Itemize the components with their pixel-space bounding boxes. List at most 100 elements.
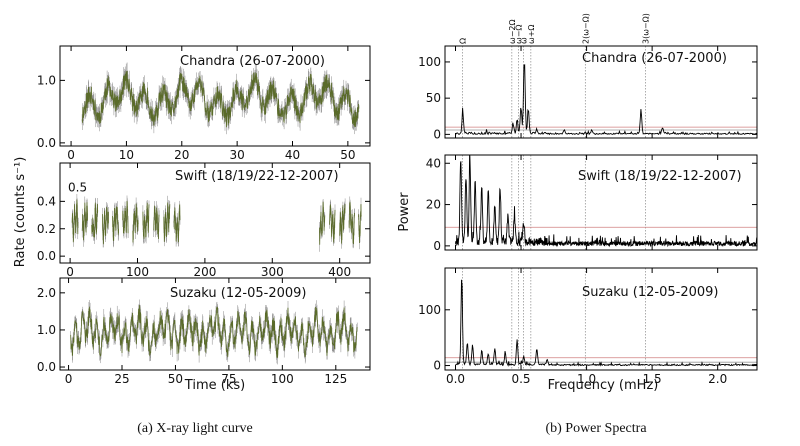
swift-power-spectrum-panel: 0 20 40 Swift (18/19/22-12-2007) [426,154,758,253]
y-tick-label: 2.0 [37,286,56,300]
light-curve-series [329,204,336,243]
x-tick-label: 0.5 [511,372,530,386]
y-tick-label: 100 [418,303,441,317]
light-curve-series [81,202,88,241]
y-ticks: 0.0 1.0 2.0 [37,286,370,374]
light-curve-series [163,202,171,242]
panel-label: Swift (18/19/22-12-2007) [175,169,339,184]
y-tick-label: 0.0 [37,360,56,374]
y-tick-label: 0.5 [68,181,87,195]
light-curve-series [71,199,79,243]
y-tick-label: 20 [426,198,441,212]
light-curve-series [142,202,150,240]
panel-label: Chandra (26-07-2000) [582,51,727,66]
y-tick-label: 0 [433,127,441,141]
left-y-axis-title: Rate (counts s⁻¹) [13,157,28,268]
frequency-marker-label: 2(ω−Ω) [581,13,590,44]
x-tick-label: 40 [285,148,300,162]
x-ticks [454,155,719,250]
x-tick-label: 30 [230,148,245,162]
light-curve-series [132,203,139,243]
x-ticks: 0.0 0.5 1.0 1.5 2.0 [446,268,727,386]
right-x-axis-title: Frequency (mHz) [548,378,659,393]
suzaku-power-spectrum-panel: 0.0 0.5 1.0 1.5 2.0 0 100 Suzaku (12-05-2009) [418,267,758,386]
chandra-light-curve-panel: 0 10 20 30 40 50 0.0 1.0 Chandra (26-07-2000) [37,45,371,162]
frequency-marker-label: ω+Ω [527,24,536,44]
x-tick-label: 400 [328,265,351,279]
caption-left: (a) X-ray light curve [137,421,252,436]
x-tick-label: 50 [168,372,183,386]
x-tick-label: 0.0 [446,372,465,386]
power-spectrum-series [455,155,757,248]
frequency-marker-label: ω [520,37,529,44]
y-ticks: 0 100 [418,303,757,373]
axes-frame [59,45,371,147]
panel-label: Swift (18/19/22-12-2007) [578,169,742,184]
plot-area [70,299,358,365]
y-tick-label: 0.0 [37,136,56,150]
x-tick-label: 1.0 [577,372,596,386]
y-ticks: 0 50 100 [418,55,757,141]
light-curve-series [112,206,119,242]
x-ticks: 0 10 20 30 40 50 [67,46,355,162]
light-curve-series [358,204,362,244]
light-curve-series [319,201,326,245]
axes-frame [444,45,758,139]
left-x-axis-title: Time (ks) [184,378,245,393]
x-tick-label: 2.0 [708,372,727,386]
x-tick-label: 300 [261,265,284,279]
right-y-axis-title: Power [397,192,412,232]
y-ticks: 0.0 1.0 [37,73,370,150]
y-tick-label: 0 [433,239,441,253]
x-tick-label: 10 [119,148,134,162]
x-tick-label: 200 [193,265,216,279]
frequency-marker-label: 3(ω−Ω) [642,13,651,44]
y-tick-label: 100 [418,55,441,69]
y-ticks: 0 20 40 [426,156,757,253]
light-curve-series [91,202,99,238]
panel-label: Suzaku (12-05-2009) [170,286,306,301]
y-tick-label: 0.2 [37,222,56,236]
x-ticks: 0 100 200 300 400 [66,163,351,279]
x-tick-label: 0 [67,148,75,162]
y-ticks: 0.0 0.2 0.4 0.5 [37,181,370,263]
axes-frame [444,154,758,251]
x-tick-label: 0 [66,265,74,279]
light-curve-series [81,70,360,128]
x-ticks [454,46,719,138]
panel-label: Suzaku (12-05-2009) [582,285,718,300]
x-tick-label: 125 [324,372,347,386]
y-tick-label: 1.0 [37,73,56,87]
y-tick-label: 1.0 [37,323,56,337]
y-tick-label: 0 [433,359,441,373]
power-spectrum-series [455,279,757,367]
frequency-marker-label: Ω [459,38,468,44]
y-tick-label: 50 [426,91,441,105]
plot-area [445,46,757,138]
light-curve-series [70,305,358,358]
light-curve-series [153,205,160,240]
axes-frame [59,162,371,264]
y-tick-label: 0.4 [37,194,56,208]
light-curve-series [339,204,346,244]
x-tick-label: 100 [126,265,149,279]
plot-area [81,62,360,135]
plot-area [445,268,757,370]
x-tick-label: 0 [65,372,73,386]
suzaku-light-curve-panel: 0 25 50 75 100 125 0.0 1.0 2.0 Suzaku (12-05-2009… [37,277,371,386]
light-curve-series [173,204,181,243]
x-tick-label: 75 [221,372,236,386]
x-tick-label: 1.5 [643,372,662,386]
plot-area [71,194,362,252]
caption-right: (b) Power Spectra [545,421,647,436]
chandra-power-spectrum-panel: 0 50 100 Chandra (26-07-2000) [418,45,758,141]
axes-frame [444,267,758,371]
x-tick-label: 25 [114,372,129,386]
axes-frame [59,277,371,371]
plot-area [445,155,757,250]
light-curve-series [122,200,129,234]
light-curve-series [102,207,109,245]
frequency-marker-label: ω−Ω [514,24,523,44]
y-tick-label: 40 [426,156,441,170]
